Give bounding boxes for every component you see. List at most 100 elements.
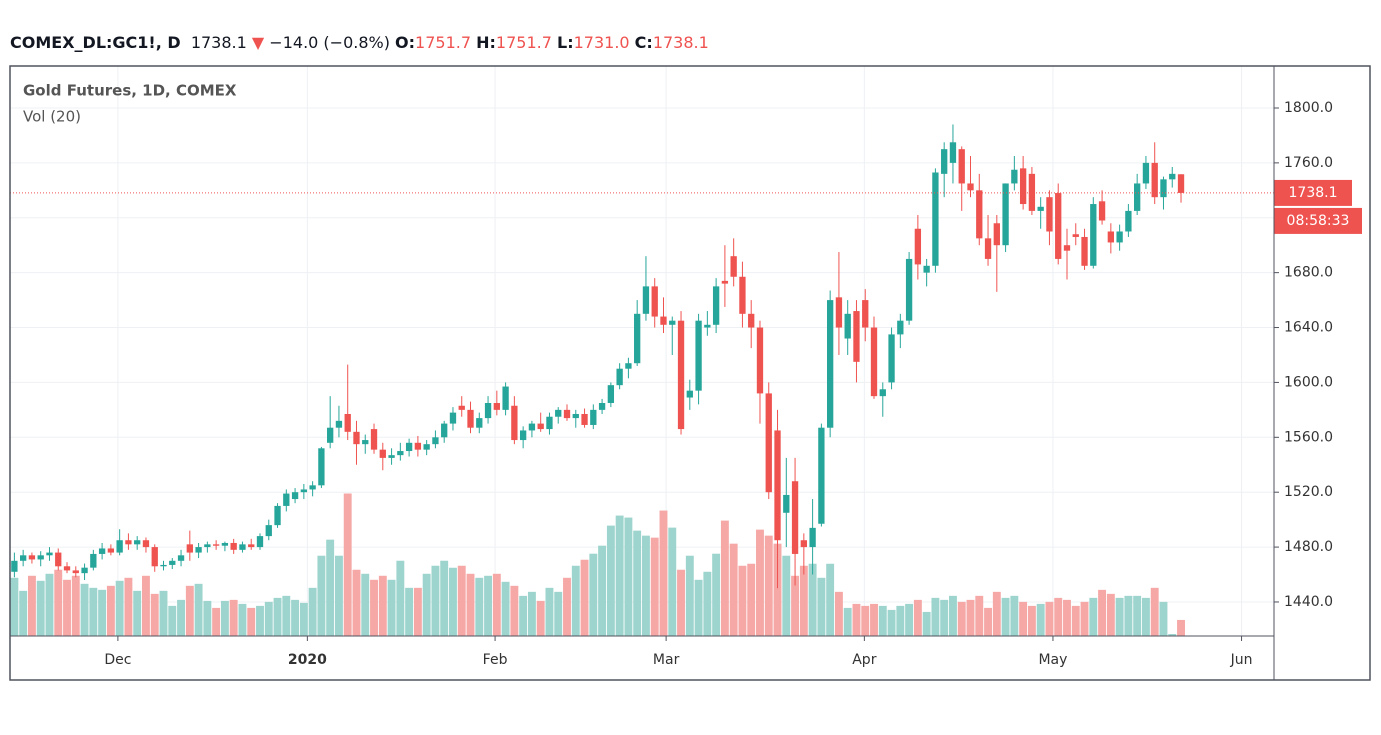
volume-bar <box>1115 597 1124 636</box>
candle-body <box>677 320 685 430</box>
candle-body <box>555 409 562 417</box>
candle-body <box>1090 204 1097 266</box>
volume-bar <box>1124 595 1133 636</box>
volume-bar <box>238 603 247 636</box>
candle-body <box>651 286 658 317</box>
volume-bar <box>361 573 370 636</box>
volume-bar <box>615 515 624 636</box>
volume-bar <box>747 563 756 636</box>
candle-body <box>204 544 211 548</box>
candle-body <box>748 313 755 328</box>
candle-body <box>528 423 536 431</box>
candle-body <box>98 548 106 554</box>
last-price: 1738.1 <box>190 33 247 52</box>
candle-body <box>274 505 281 526</box>
volume-bar <box>1098 589 1107 636</box>
volume-bar <box>273 597 282 636</box>
candle-body <box>1125 210 1132 232</box>
volume-bar <box>554 591 563 636</box>
volume-bar <box>1010 595 1019 636</box>
candle-body <box>625 363 632 369</box>
volume-bar <box>817 577 826 636</box>
volume-bar <box>975 595 984 636</box>
volume-bar <box>1036 603 1045 636</box>
candle-body <box>862 300 869 328</box>
symbol: COMEX_DL:GC1!, D <box>10 33 181 52</box>
y-tick-label: 1680.0 <box>1284 265 1333 281</box>
candle-body <box>774 430 781 541</box>
candle-body <box>353 431 360 445</box>
volume-bar <box>1080 601 1089 636</box>
candle-body <box>432 437 439 445</box>
candle-body <box>493 403 500 410</box>
volume-bar <box>378 575 387 636</box>
candle-body <box>949 142 957 163</box>
volume-bar <box>1159 601 1168 636</box>
candle-body <box>826 300 834 428</box>
candle-body <box>1011 169 1018 184</box>
volume-bar <box>80 583 89 636</box>
candle-body <box>941 149 948 174</box>
candle-body <box>300 489 308 493</box>
volume-bar <box>896 605 905 636</box>
candle-body <box>28 555 36 560</box>
volume-bar <box>913 599 922 636</box>
candle-body <box>107 548 115 553</box>
candle-body <box>283 493 290 506</box>
candle-body <box>1002 183 1009 246</box>
candle-body <box>1072 234 1079 237</box>
volume-bar <box>712 553 721 636</box>
candle-body <box>142 540 150 548</box>
candle-body <box>686 390 693 398</box>
candle-body <box>11 560 18 572</box>
candle-body <box>616 368 623 386</box>
candle-body <box>519 430 527 441</box>
volume-bar <box>63 579 71 636</box>
volume-bar <box>203 600 212 636</box>
y-tick-label: 1520.0 <box>1284 484 1333 500</box>
volume-bar <box>887 609 896 636</box>
candle-body <box>1107 231 1115 243</box>
volume-bar <box>264 601 273 636</box>
candle-body <box>1116 231 1123 243</box>
candle-body <box>344 413 351 432</box>
ohlc-value: 1738.1 <box>652 33 709 52</box>
candle-body <box>660 316 667 325</box>
volume-bar <box>36 580 45 636</box>
candle-body <box>362 440 369 445</box>
y-tick-label: 1800.0 <box>1284 100 1333 116</box>
volume-bar <box>764 535 773 636</box>
volume-bar <box>159 590 168 636</box>
y-tick-label: 1440.0 <box>1284 594 1333 610</box>
candle-body <box>212 544 220 546</box>
volume-bar <box>1001 597 1010 636</box>
candle-body <box>116 540 123 553</box>
candle-body <box>1177 174 1185 193</box>
volume-bar <box>1141 597 1150 636</box>
candle-body <box>484 403 492 419</box>
volume-bar <box>878 605 887 636</box>
volume-bar <box>247 607 256 636</box>
volume-bar <box>782 555 791 636</box>
candle-body <box>546 416 553 430</box>
volume-bar <box>1019 601 1028 636</box>
volume-bar <box>1071 605 1080 636</box>
candle-body <box>791 481 799 554</box>
candle-body <box>265 525 272 537</box>
candle-body <box>55 552 62 567</box>
volume-bar <box>334 555 343 636</box>
candle-body <box>730 256 737 277</box>
volume-bar <box>598 545 607 636</box>
countdown-label: 08:58:33 <box>1287 213 1350 229</box>
candle-body <box>19 555 27 561</box>
volume-bar <box>685 555 694 636</box>
candle-body <box>134 540 141 545</box>
candle-body <box>151 547 158 567</box>
candle-body <box>46 552 53 556</box>
volume-bar <box>984 607 992 636</box>
volume-bar <box>194 583 203 636</box>
volume-bar <box>89 587 98 636</box>
candle-body <box>405 442 413 452</box>
candle-body <box>598 403 606 410</box>
volume-bar <box>957 601 966 636</box>
